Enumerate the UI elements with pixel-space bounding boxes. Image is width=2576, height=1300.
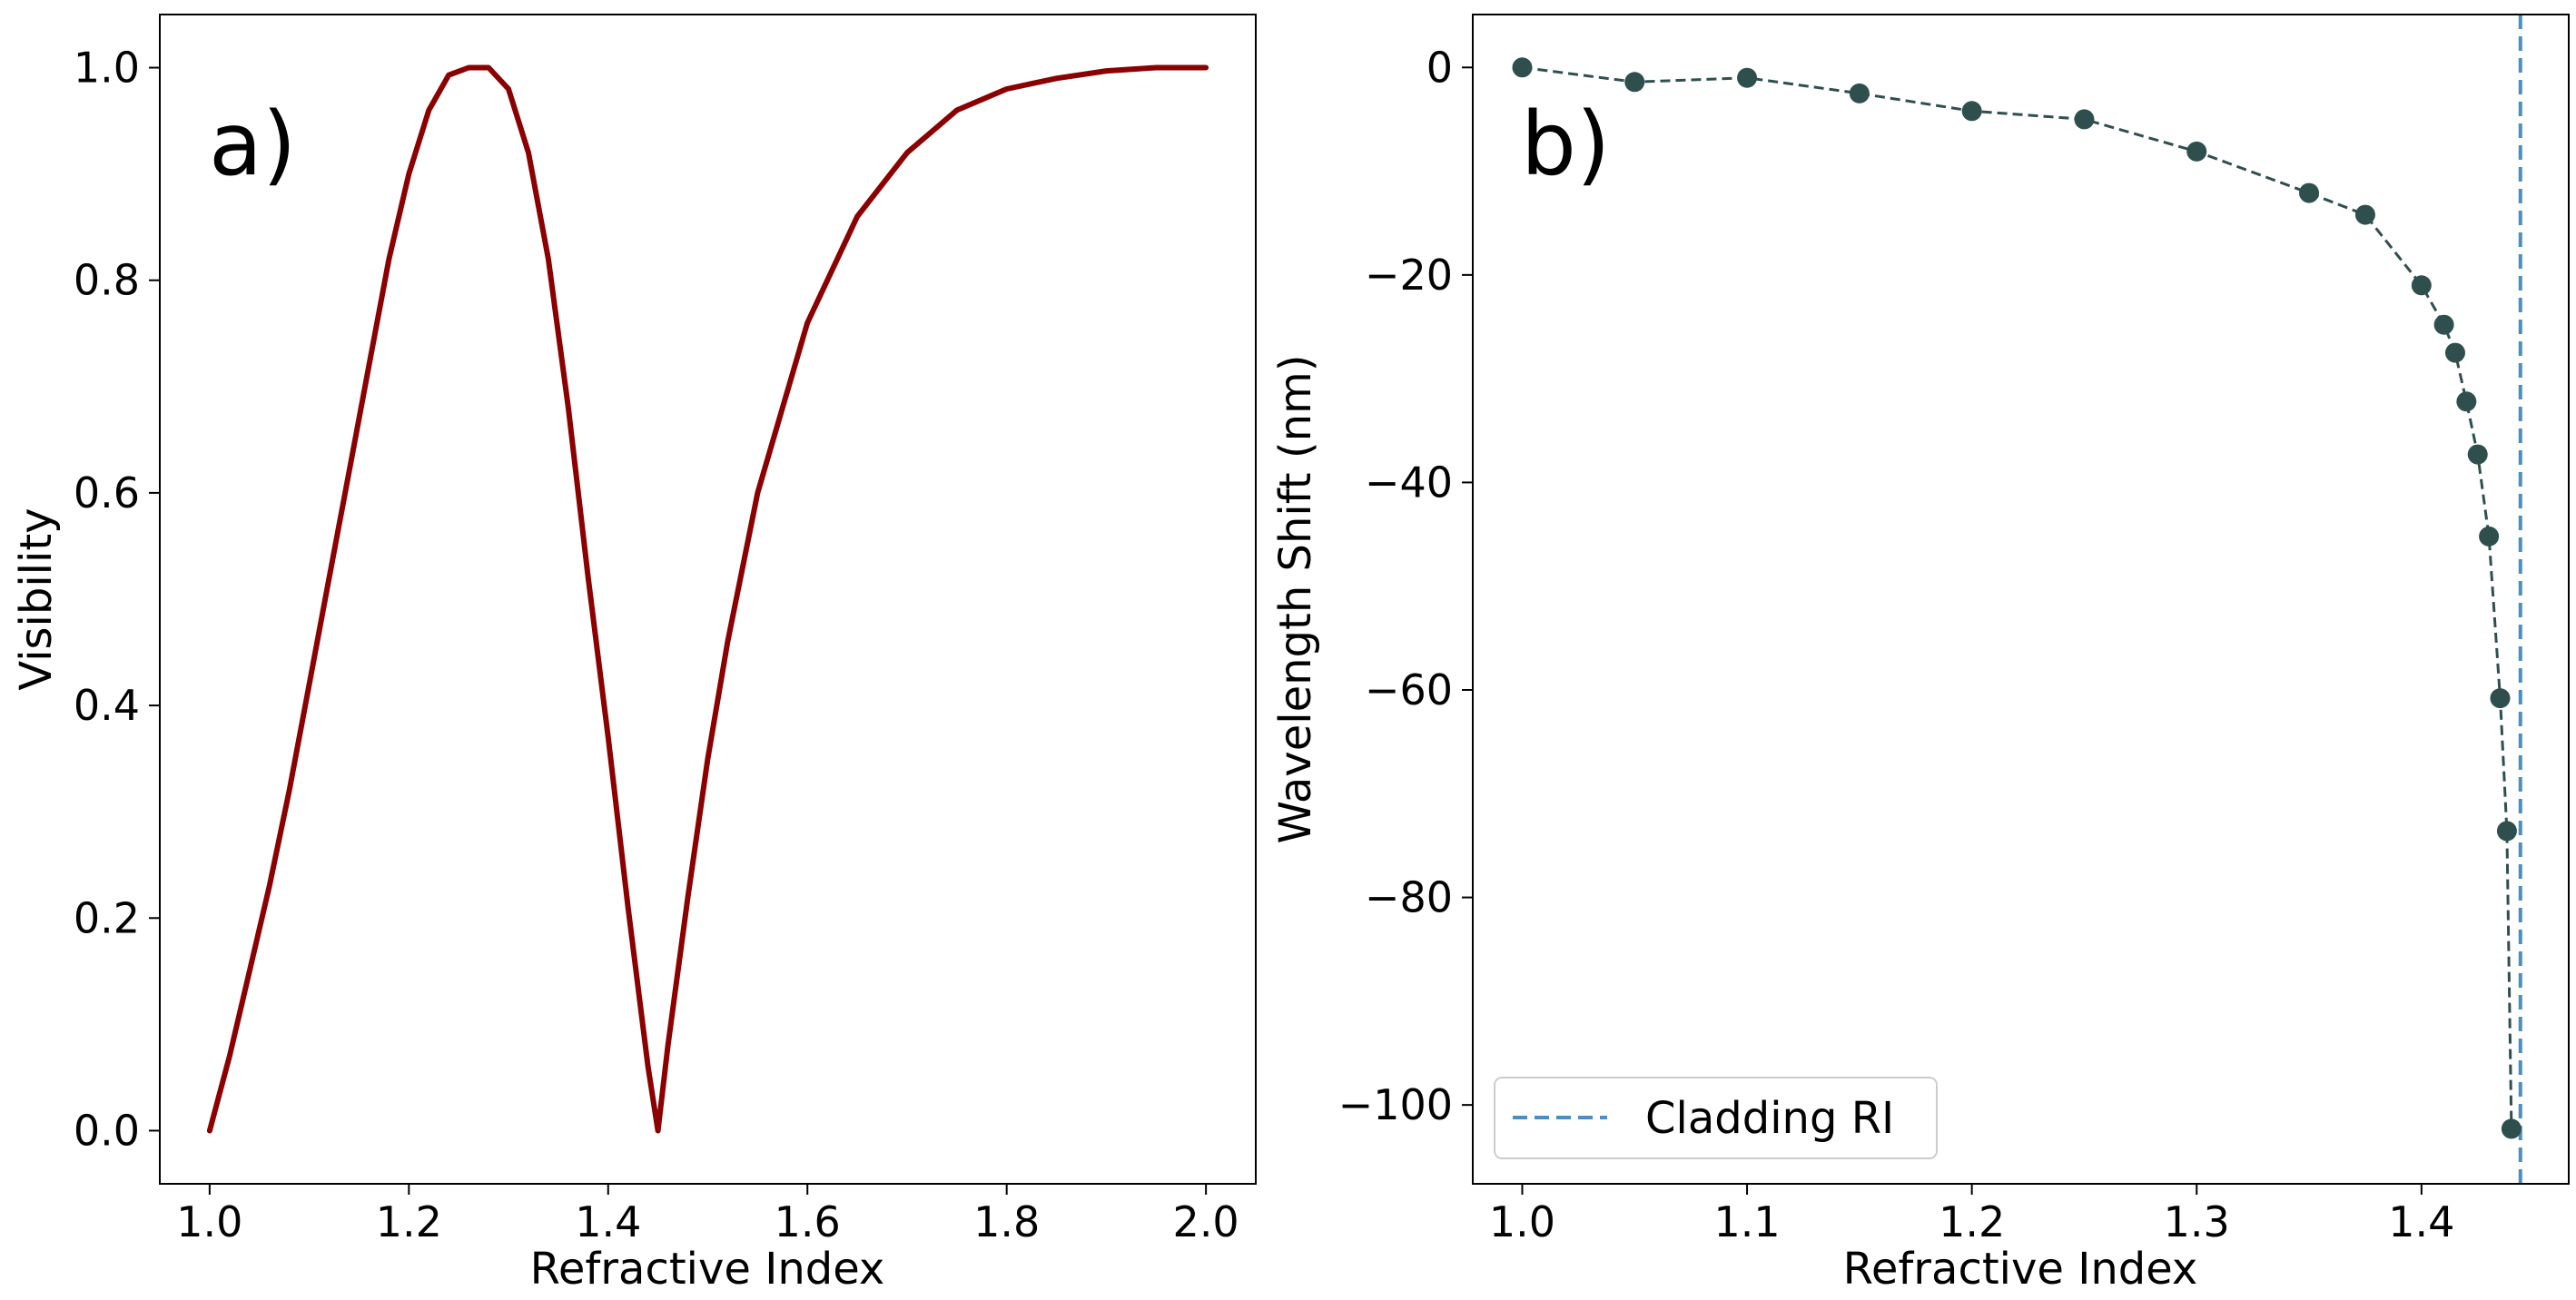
b-xtick-label: 1.2	[1939, 1197, 2005, 1246]
plot-frame-a	[159, 14, 1257, 1185]
visibility-curve	[206, 64, 1209, 1134]
a-xtick-label: 1.0	[176, 1197, 242, 1246]
data-point	[2456, 391, 2477, 412]
a-ytick-label: 0.6	[74, 468, 140, 517]
data-point	[2299, 182, 2320, 203]
b-xtick-label: 1.1	[1713, 1197, 1780, 1246]
a-xtick-label: 1.2	[376, 1197, 442, 1246]
data-point	[2496, 821, 2517, 842]
data-point	[2501, 1118, 2522, 1139]
a-ytick-label: 1.0	[74, 44, 140, 93]
data-point	[1624, 72, 1645, 93]
legend: Cladding RI	[1494, 1077, 1938, 1159]
panel-a: 1.0 1.2 1.4 1.6 1.8 2.00.00.20.40.60.81.0 a) …	[11, 14, 1257, 1295]
b-ytick-label: −80	[1365, 873, 1453, 922]
b-ytick-label: 0	[1426, 43, 1453, 92]
b-xtick-label: 1.3	[2164, 1197, 2230, 1246]
a-ytick-label: 0.0	[74, 1106, 140, 1155]
b-ytick-label: −60	[1365, 665, 1453, 714]
data-point	[2490, 688, 2511, 709]
b-ytick-label: −40	[1365, 458, 1453, 507]
data-point	[2444, 342, 2465, 363]
data-point	[2411, 275, 2432, 296]
y-axis-label-b: Wavelength Shift (nm)	[1270, 355, 1321, 844]
data-point	[2467, 444, 2488, 465]
a-ytick-label: 0.2	[74, 893, 140, 942]
plot-area-b	[1473, 15, 2569, 1184]
a-ytick-label: 0.8	[74, 256, 140, 305]
a-ticks: 1.0 1.2 1.4 1.6 1.8 2.0 0.0 0.2 0.4 0.6 0.8 1.0	[74, 44, 1239, 1246]
data-point	[2479, 526, 2500, 547]
data-point	[1849, 83, 1870, 103]
legend-label-cladding: Cladding RI	[1645, 1093, 1894, 1144]
b-ytick-label: −100	[1338, 1080, 1453, 1129]
a-xtick-label: 2.0	[1173, 1197, 1239, 1246]
y-axis-label-a: Visibility	[11, 507, 62, 690]
panel-b: 1.0 1.1 1.2 1.3 1.4 0 −20 −40 −60 −80 −100 b) Refr…	[1270, 14, 2570, 1295]
b-xtick-label: 1.4	[2388, 1197, 2454, 1246]
x-axis-label-a: Refractive Index	[530, 1244, 885, 1295]
wavelength-shift-points	[1512, 57, 2522, 1139]
data-point	[2354, 204, 2375, 225]
panel-label-a: a)	[209, 94, 296, 195]
data-point	[2433, 314, 2454, 335]
data-point	[1512, 57, 1533, 78]
data-point	[1961, 101, 1982, 122]
data-point	[2074, 109, 2095, 130]
x-axis-label-b: Refractive Index	[1843, 1244, 2198, 1295]
plot-frame-b	[1472, 14, 2570, 1185]
plot-area-a	[160, 15, 1256, 1184]
data-point	[1737, 67, 1758, 88]
wavelength-shift-line	[1522, 65, 2513, 1129]
a-ytick-label: 0.4	[74, 681, 140, 730]
b-ticks: 1.0 1.1 1.2 1.3 1.4 0 −20 −40 −60 −80 −100	[1338, 43, 2455, 1246]
a-xtick-label: 1.8	[973, 1197, 1040, 1246]
a-xtick-label: 1.4	[575, 1197, 641, 1246]
legend-box	[1494, 1077, 1938, 1159]
panel-label-b: b)	[1521, 94, 1610, 195]
b-ytick-label: −20	[1365, 251, 1453, 300]
data-point	[2186, 141, 2207, 162]
a-xtick-label: 1.6	[775, 1197, 841, 1246]
b-xtick-label: 1.0	[1489, 1197, 1555, 1246]
